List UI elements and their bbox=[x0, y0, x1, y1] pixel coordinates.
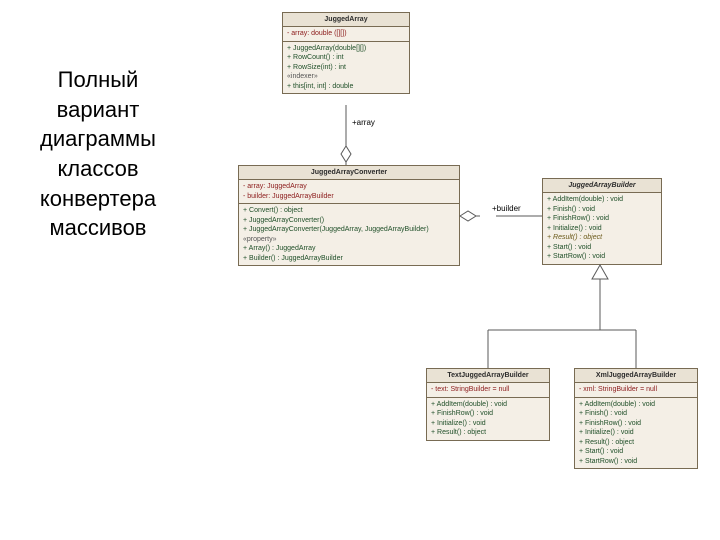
methods-section: + JuggedArray(double[][])+ RowCount() : … bbox=[283, 42, 409, 93]
method: + StartRow() : void bbox=[579, 457, 693, 466]
methods-section: + AddItem(double) : void+ Finish() : voi… bbox=[543, 193, 661, 263]
method: + this[int, int] : double bbox=[287, 82, 405, 91]
fields-section: - xml: StringBuilder = null bbox=[575, 383, 697, 397]
method: + Initialize() : void bbox=[547, 224, 657, 233]
stereotype: «property» bbox=[243, 235, 455, 244]
method: + FinishRow() : void bbox=[579, 419, 693, 428]
method: + FinishRow() : void bbox=[431, 409, 545, 418]
field: - xml: StringBuilder = null bbox=[579, 385, 693, 394]
method: + Initialize() : void bbox=[431, 419, 545, 428]
method: + Finish() : void bbox=[579, 409, 693, 418]
method: + Start() : void bbox=[547, 243, 657, 252]
method: + Finish() : void bbox=[547, 205, 657, 214]
method: + RowSize(int) : int bbox=[287, 63, 405, 72]
uml-class-TextJuggedArrayBuilder: TextJuggedArrayBuilder - text: StringBuil… bbox=[426, 368, 550, 441]
field: - builder: JuggedArrayBuilder bbox=[243, 192, 455, 201]
title-line: вариант bbox=[18, 95, 178, 125]
method: + Result() : object bbox=[579, 438, 693, 447]
method: + AddItem(double) : void bbox=[579, 400, 693, 409]
uml-class-JuggedArrayConverter: JuggedArrayConverter- array: JuggedArray… bbox=[238, 165, 460, 266]
edge-label: +builder bbox=[492, 204, 521, 213]
uml-class-XmlJuggedArrayBuilder: XmlJuggedArrayBuilder - xml: StringBuilde… bbox=[574, 368, 698, 469]
slide-title: Полныйвариантдиаграммыклассовконвертерам… bbox=[18, 65, 178, 243]
field: - array: double ([][]) bbox=[287, 29, 405, 38]
method: + Result() : object bbox=[431, 428, 545, 437]
methods-section: + AddItem(double) : void+ FinishRow() : … bbox=[427, 398, 549, 440]
fields-section: - array: JuggedArray- builder: JuggedArr… bbox=[239, 180, 459, 204]
methods-section: + Convert() : object+ JuggedArrayConvert… bbox=[239, 204, 459, 265]
method: + JuggedArray(double[][]) bbox=[287, 44, 405, 53]
title-line: конвертера bbox=[18, 184, 178, 214]
method: + JuggedArrayConverter(JuggedArray, Jugg… bbox=[243, 225, 455, 234]
method: + AddItem(double) : void bbox=[431, 400, 545, 409]
title-line: классов bbox=[18, 154, 178, 184]
class-title: XmlJuggedArrayBuilder bbox=[575, 369, 697, 383]
method: + Initialize() : void bbox=[579, 428, 693, 437]
edge-label: +array bbox=[352, 118, 375, 127]
method: + RowCount() : int bbox=[287, 53, 405, 62]
class-title: TextJuggedArrayBuilder bbox=[427, 369, 549, 383]
methods-section: + AddItem(double) : void+ Finish() : voi… bbox=[575, 398, 697, 468]
class-title: JuggedArray bbox=[283, 13, 409, 27]
title-line: Полный bbox=[18, 65, 178, 95]
uml-class-JuggedArrayBuilder: JuggedArrayBuilder+ AddItem(double) : vo… bbox=[542, 178, 662, 265]
fields-section: - array: double ([][]) bbox=[283, 27, 409, 41]
method: + Convert() : object bbox=[243, 206, 455, 215]
uml-class-JuggedArray: JuggedArray - array: double ([][]) + Jugge… bbox=[282, 12, 410, 94]
method: + StartRow() : void bbox=[547, 252, 657, 261]
title-line: диаграммы bbox=[18, 124, 178, 154]
class-title: JuggedArrayBuilder bbox=[543, 179, 661, 193]
method: + FinishRow() : void bbox=[547, 214, 657, 223]
fields-section: - text: StringBuilder = null bbox=[427, 383, 549, 397]
method: + Start() : void bbox=[579, 447, 693, 456]
method: + AddItem(double) : void bbox=[547, 195, 657, 204]
field: - text: StringBuilder = null bbox=[431, 385, 545, 394]
method: + Builder() : JuggedArrayBuilder bbox=[243, 254, 455, 263]
method: + JuggedArrayConverter() bbox=[243, 216, 455, 225]
title-line: массивов bbox=[18, 213, 178, 243]
stereotype: «indexer» bbox=[287, 72, 405, 81]
class-title: JuggedArrayConverter bbox=[239, 166, 459, 180]
method: + Array() : JuggedArray bbox=[243, 244, 455, 253]
field: - array: JuggedArray bbox=[243, 182, 455, 191]
method: + Result() : object bbox=[547, 233, 657, 242]
